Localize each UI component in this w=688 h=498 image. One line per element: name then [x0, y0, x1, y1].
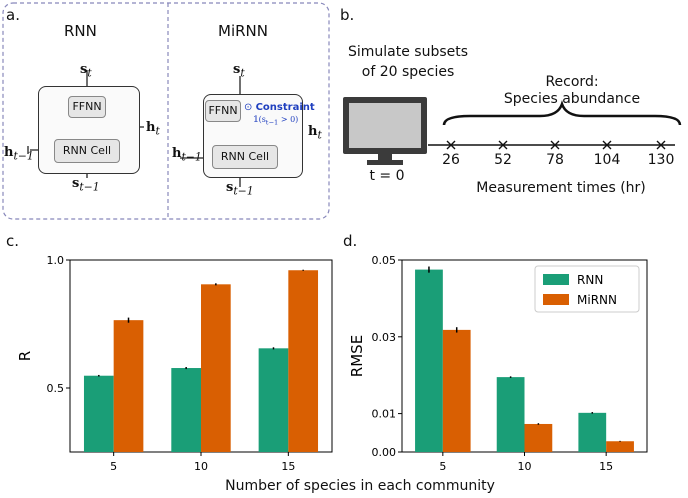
legend-label-mirnn: MiRNN: [577, 293, 617, 307]
mirnn-constraint-expr: 𝟙(st−1 > 0): [253, 115, 299, 127]
mirnn-constraint: ⊙ Constraint: [244, 102, 315, 113]
chart-c: 0.5 1.0 R 5 10 15: [16, 254, 333, 472]
y-tick-label: 0.05: [372, 254, 397, 267]
rnn-s-prev-label: st−1: [72, 176, 100, 194]
panel-a-letter: a.: [6, 6, 20, 24]
time-tick-78: 78: [546, 152, 564, 168]
bar-mirnn-5: [113, 320, 144, 452]
panel-b-letter: b.: [340, 6, 355, 24]
odot-symbol: ⊙: [244, 102, 253, 113]
simulate-line2: of 20 species: [361, 64, 455, 80]
t0-label: t = 0: [369, 168, 405, 184]
mirnn-title: MiRNN: [218, 22, 268, 40]
bar-rnn-15: [578, 412, 607, 452]
bar-mirnn-10: [524, 423, 553, 452]
mirnn-s-prev-label: st−1: [226, 180, 254, 198]
bar-mirnn-5: [442, 329, 471, 452]
mirnn-cell-box: RNN Cell: [212, 145, 278, 169]
bar-rnn-15: [258, 348, 289, 452]
y-tick-label: 0.5: [47, 382, 65, 395]
monitor-icon: [343, 97, 427, 165]
mirnn-h-prev-label: ht−1: [172, 146, 202, 164]
bar-mirnn-15: [606, 441, 634, 452]
x-tick-label: 15: [281, 460, 295, 472]
mirnn-h-t-label: ht: [308, 124, 322, 142]
x-tick-label: 15: [599, 460, 613, 472]
mirnn-ffnn-box: FFNN: [205, 100, 241, 122]
x-tick-label: 10: [194, 460, 208, 472]
simulate-line1: Simulate subsets: [347, 44, 469, 60]
rnn-cell-box: RNN Cell: [54, 139, 120, 163]
panel-d-letter: d.: [343, 232, 358, 250]
y-tick-label: 0.00: [372, 446, 397, 459]
time-tick-104: 104: [593, 152, 621, 168]
timeline-markers: [446, 140, 666, 150]
time-tick-52: 52: [494, 152, 512, 168]
y-axis-label: RMSE: [348, 335, 366, 377]
timeline-graphic: [343, 97, 682, 165]
y-tick-label: 1.0: [47, 254, 65, 267]
mirnn-s-t-label: st: [233, 62, 245, 80]
panel-c-letter: c.: [6, 232, 20, 250]
y-axis-label: R: [16, 351, 34, 361]
bar-rnn-5: [415, 269, 443, 452]
record-line2: Species abundance: [503, 91, 641, 107]
rnn-h-t-label: ht: [146, 120, 160, 138]
y-tick-label: 0.01: [372, 408, 397, 421]
x-tick-label: 5: [439, 460, 446, 472]
bar-rnn-5: [83, 375, 114, 452]
bar-mirnn-10: [201, 284, 231, 452]
rnn-title: RNN: [64, 22, 97, 40]
measurement-axis-label: Measurement times (hr): [476, 180, 646, 196]
legend-label-rnn: RNN: [577, 273, 603, 287]
record-line1: Record:: [545, 74, 599, 90]
bar-rnn-10: [171, 368, 201, 452]
time-tick-26: 26: [442, 152, 460, 168]
time-tick-130: 130: [647, 152, 675, 168]
constraint-label: Constraint: [255, 102, 315, 113]
legend-swatch-mirnn: [543, 294, 569, 305]
shared-x-axis-label: Number of species in each community: [225, 478, 495, 494]
rnn-s-t-label: st: [80, 62, 92, 80]
rnn-h-prev-label: ht−1: [4, 145, 34, 163]
legend-swatch-rnn: [543, 274, 569, 285]
x-tick-label: 10: [518, 460, 532, 472]
bar-mirnn-15: [288, 270, 319, 452]
chart-d: 0.00 0.01 0.03 0.05 RMSE 5 10 15 RNN MiRNN: [348, 254, 648, 472]
y-tick-label: 0.03: [372, 331, 397, 344]
rnn-ffnn-box: FFNN: [68, 96, 106, 118]
record-brace: [442, 100, 682, 126]
bar-rnn-10: [496, 377, 525, 452]
x-tick-label: 5: [110, 460, 117, 472]
